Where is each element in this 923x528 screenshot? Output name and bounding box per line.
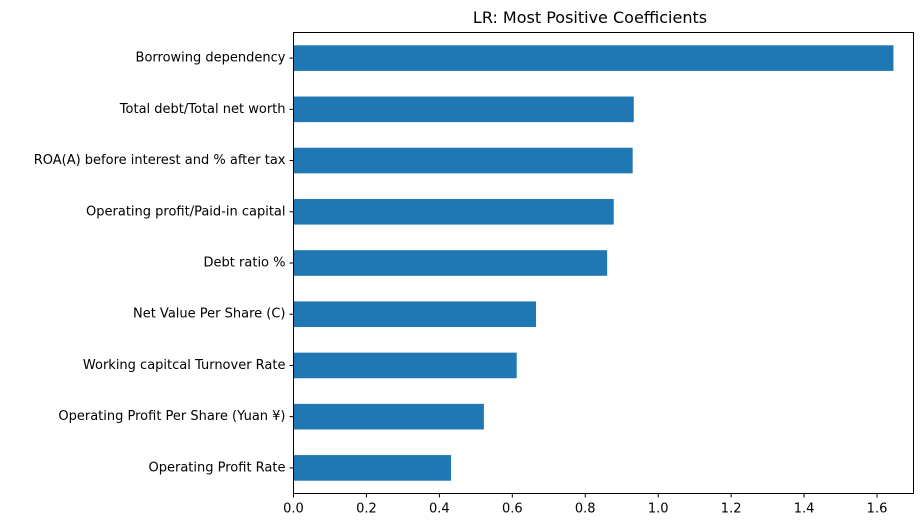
plot-area-frame xyxy=(293,32,914,494)
x-tick-label: 0.4 xyxy=(429,502,450,517)
chart-title: LR: Most Positive Coefficients xyxy=(473,8,707,27)
bar xyxy=(293,147,633,174)
bar xyxy=(293,352,517,379)
x-tick-label: 0.0 xyxy=(283,502,304,517)
bar xyxy=(293,455,452,481)
y-axis-ticks: Borrowing dependency Total debt/Total ne… xyxy=(34,51,294,475)
y-tick-label: Operating Profit Per Share (Yuan ¥) xyxy=(58,409,285,424)
bar xyxy=(293,301,537,328)
y-tick-label: ROA(A) before interest and % after tax xyxy=(34,153,286,168)
bars-group xyxy=(293,45,894,481)
x-axis-ticks: 0.0 0.2 0.4 0.6 0.8 1.0 1.2 1.4 1.6 xyxy=(283,493,888,517)
bar xyxy=(293,250,608,276)
bar xyxy=(293,403,484,430)
x-tick-label: 1.0 xyxy=(648,502,669,517)
y-tick-label: Net Value Per Share (C) xyxy=(133,307,286,322)
x-tick-label: 0.2 xyxy=(356,502,377,517)
x-tick-label: 1.6 xyxy=(867,502,888,517)
y-tick-label: Working capitcal Turnover Rate xyxy=(83,358,286,373)
y-tick-label: Total debt/Total net worth xyxy=(119,102,286,117)
bar xyxy=(293,198,614,225)
y-tick-label: Debt ratio % xyxy=(204,256,286,271)
y-tick-label: Borrowing dependency xyxy=(136,51,286,66)
bar xyxy=(293,96,634,123)
bar xyxy=(293,45,894,71)
x-tick-label: 1.2 xyxy=(721,502,742,517)
y-tick-label: Operating Profit Rate xyxy=(149,460,286,475)
x-tick-label: 0.8 xyxy=(575,502,596,517)
y-tick-label: Operating profit/Paid-in capital xyxy=(86,204,285,219)
x-tick-label: 1.4 xyxy=(794,502,815,517)
x-tick-label: 0.6 xyxy=(502,502,523,517)
